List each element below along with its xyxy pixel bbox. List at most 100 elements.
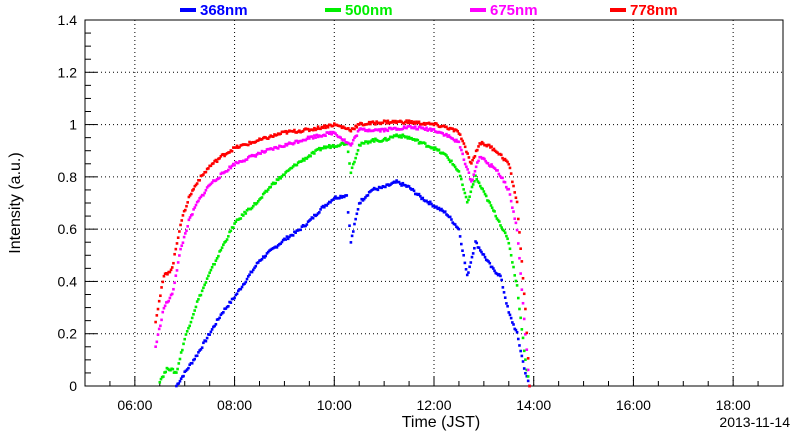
data-point [391,119,395,123]
data-point [483,192,487,196]
data-point [504,159,508,162]
data-point [390,121,393,124]
data-point [515,284,519,287]
data-point [355,152,359,156]
data-point [204,339,208,343]
data-point [308,137,311,140]
data-point [493,167,497,170]
data-point [497,273,501,276]
data-point [458,174,462,178]
data-point [256,139,260,142]
data-point [301,157,305,161]
data-point [168,296,172,300]
y-tick-label: 0.6 [58,221,78,237]
data-point [512,265,515,269]
data-point [173,252,176,256]
data-point [198,178,201,182]
data-point [202,193,205,197]
data-point [218,316,221,320]
data-point [382,129,386,133]
data-point [290,166,294,170]
data-point [319,127,322,131]
data-point [214,322,218,326]
data-point [348,162,351,165]
data-point [306,155,310,159]
data-point [202,341,205,345]
data-point [225,170,229,173]
data-point [208,333,211,336]
data-point [189,320,193,324]
data-point [250,270,254,274]
data-point [182,342,185,346]
data-point [190,316,194,320]
data-point [467,271,470,274]
data-point [329,146,332,150]
data-point [335,134,339,137]
data-point [208,271,211,275]
data-point [280,240,284,244]
data-point [468,177,472,181]
data-point [456,129,459,133]
data-point [432,123,436,127]
data-point [497,172,501,176]
data-point [451,221,454,224]
data-point [230,149,234,153]
data-point [446,156,450,159]
data-point [521,276,525,280]
data-point [178,254,181,257]
data-point [406,121,410,125]
data-point [209,164,213,168]
data-point [476,180,480,183]
data-point [328,144,331,147]
data-point [465,200,469,204]
data-point [185,229,188,233]
data-point [244,212,248,215]
data-point [488,261,492,265]
data-point [245,277,249,281]
data-point [467,156,471,159]
data-point [522,292,526,296]
data-point [291,165,295,168]
data-point [178,379,182,383]
data-point [422,121,426,125]
data-point [513,274,517,277]
data-point [521,360,525,363]
data-point [330,132,334,136]
data-point [179,223,182,227]
data-point [452,138,456,142]
data-point [478,184,482,188]
data-point [222,311,225,314]
data-point [512,323,515,326]
data-point [299,228,302,232]
data-point [467,171,471,174]
data-point [496,218,500,222]
data-point [166,272,169,276]
data-point [470,162,473,165]
data-point [511,206,514,210]
data-point [181,241,185,245]
data-point [354,124,357,128]
data-point [188,324,191,328]
data-point [186,225,189,228]
data-point [509,199,513,203]
data-point [366,122,370,126]
data-point [194,183,198,187]
data-point [339,124,342,128]
data-point [233,222,236,225]
data-point [432,148,436,151]
data-point [347,127,350,130]
data-point [496,151,499,155]
data-point [227,304,230,308]
data-point [525,348,529,351]
data-point [162,274,166,278]
data-point [471,158,474,162]
legend-label: 368nm [200,2,248,19]
data-point [433,146,437,149]
data-point [377,128,381,131]
data-point [288,235,291,239]
data-point [337,196,341,200]
data-point [195,354,199,358]
data-point [508,166,512,170]
data-point [371,188,375,191]
data-point [417,120,421,124]
